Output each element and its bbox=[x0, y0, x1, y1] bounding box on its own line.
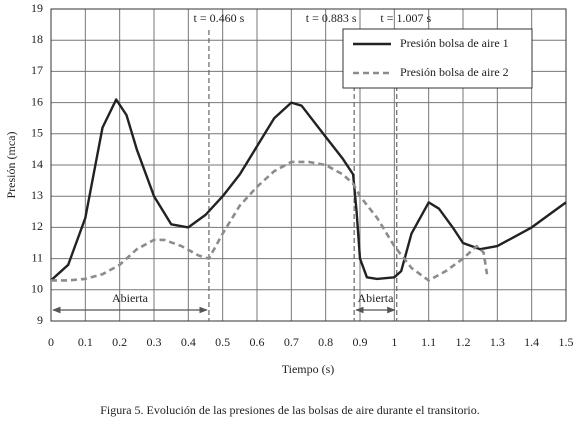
y-axis-label: Presión (mca) bbox=[4, 132, 18, 199]
x-tick-label: 1.2 bbox=[456, 335, 471, 349]
event-label: t = 0.460 s bbox=[194, 11, 245, 25]
y-tick-label: 11 bbox=[31, 250, 43, 264]
y-tick-label: 13 bbox=[31, 188, 43, 202]
x-tick-label: 0 bbox=[48, 335, 54, 349]
x-tick-label: 1.4 bbox=[524, 335, 539, 349]
legend-label: Presión bolsa de aire 1 bbox=[400, 36, 509, 50]
y-tick-label: 15 bbox=[31, 126, 43, 140]
x-tick-label: 0.9 bbox=[353, 335, 368, 349]
y-tick-label: 17 bbox=[31, 63, 43, 77]
x-tick-label: 0.8 bbox=[318, 335, 333, 349]
span-label: Abierta bbox=[112, 291, 149, 305]
x-tick-label: 0.2 bbox=[112, 335, 127, 349]
x-tick-label: 0.4 bbox=[181, 335, 196, 349]
event-label: t = 1.007 s bbox=[380, 11, 431, 25]
series-line bbox=[50, 98, 567, 282]
y-tick-label: 18 bbox=[31, 32, 43, 46]
x-axis-label: Tiempo (s) bbox=[282, 362, 335, 376]
x-tick-label: 0.1 bbox=[78, 335, 93, 349]
x-tick-label: 1.1 bbox=[421, 335, 436, 349]
event-label: t = 0.883 s bbox=[306, 11, 357, 25]
plot-frame bbox=[50, 8, 567, 322]
series-line bbox=[51, 160, 489, 282]
legend-label: Presión bolsa de aire 2 bbox=[400, 65, 509, 79]
x-tick-label: 0.5 bbox=[215, 335, 230, 349]
x-tick-label: 0.7 bbox=[284, 335, 299, 349]
legend-box bbox=[342, 28, 533, 89]
x-tick-label: 1 bbox=[391, 335, 397, 349]
y-tick-label: 14 bbox=[31, 157, 43, 171]
y-tick-label: 9 bbox=[37, 313, 43, 327]
x-tick-label: 1.3 bbox=[490, 335, 505, 349]
span-label: Abierta bbox=[357, 291, 394, 305]
y-tick-label: 10 bbox=[31, 282, 43, 296]
y-tick-label: 19 bbox=[31, 1, 43, 15]
x-tick-label: 0.6 bbox=[250, 335, 265, 349]
x-tick-label: 0.3 bbox=[147, 335, 162, 349]
x-tick-label: 1.5 bbox=[559, 335, 574, 349]
y-tick-label: 12 bbox=[31, 219, 43, 233]
caption: Figura 5. Evolución de las presiones de … bbox=[100, 403, 480, 417]
y-tick-label: 16 bbox=[31, 94, 43, 108]
